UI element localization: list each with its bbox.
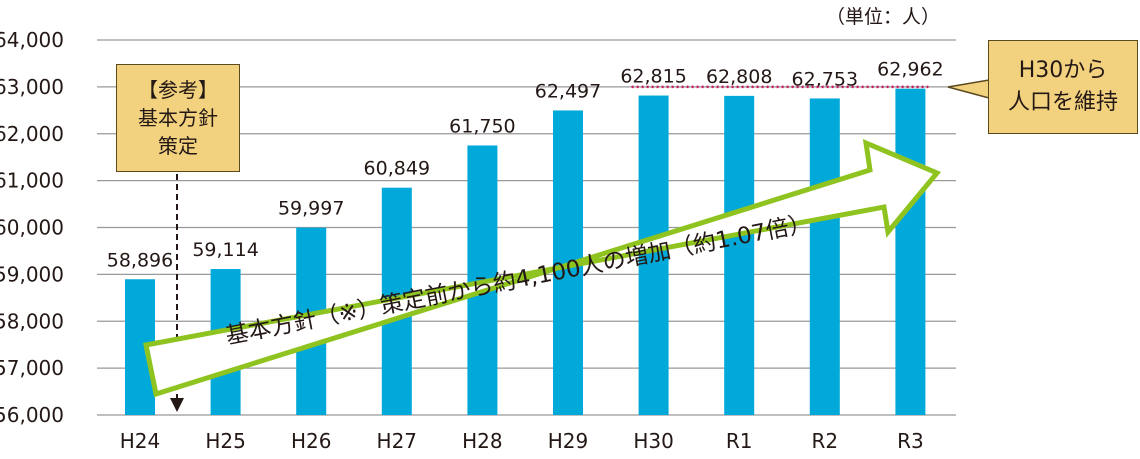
value-label: 58,896 <box>107 249 173 271</box>
value-label: 62,808 <box>706 66 772 88</box>
x-tick-label: H26 <box>291 429 332 453</box>
y-tick-label: 61,000 <box>0 169 64 193</box>
x-tick-label: H28 <box>462 429 503 453</box>
bar <box>724 95 755 415</box>
x-tick-label: R2 <box>811 429 838 453</box>
policy-callout: 【参考】 基本方針 策定 <box>116 64 240 172</box>
y-tick-label: 62,000 <box>0 122 64 146</box>
y-tick-label: 59,000 <box>0 262 64 286</box>
y-axis-tick-labels: 56,000 57,000 58,000 59,000 60,000 61,000 62,0… <box>0 28 64 427</box>
value-label: 62,497 <box>535 80 601 102</box>
x-tick-label: H24 <box>120 429 161 453</box>
x-tick-label: H29 <box>548 429 589 453</box>
bar <box>638 95 669 415</box>
y-tick-label: 63,000 <box>0 75 64 99</box>
y-tick-label: 58,000 <box>0 309 64 333</box>
callout-pointer <box>947 79 990 99</box>
y-tick-label: 64,000 <box>0 28 64 52</box>
x-tick-label: H25 <box>205 429 246 453</box>
x-tick-label: H27 <box>377 429 418 453</box>
value-label: 61,750 <box>449 115 515 137</box>
unit-label: （単位：人） <box>826 6 941 28</box>
y-tick-label: 60,000 <box>0 216 64 240</box>
value-label: 59,997 <box>278 198 344 220</box>
bar <box>809 98 840 415</box>
policy-arrowhead <box>170 398 184 412</box>
x-tick-label: R3 <box>897 429 924 453</box>
value-label: 60,849 <box>364 158 430 180</box>
value-labels: 58,896 59,114 59,997 60,849 61,750 62,497 62,8… <box>107 59 944 272</box>
x-tick-label: R1 <box>726 429 753 453</box>
y-tick-label: 57,000 <box>0 356 64 380</box>
bar <box>895 88 926 415</box>
value-label: 62,753 <box>792 68 858 90</box>
maintain-callout: H30から 人口を維持 <box>988 40 1138 134</box>
x-tick-label: H30 <box>633 429 674 453</box>
increase-arrow <box>143 138 942 398</box>
x-axis-tick-labels: H24 H25 H26 H27 H28 H29 H30 R1 R2 R3 <box>120 429 924 453</box>
value-label: 59,114 <box>192 239 258 261</box>
y-tick-label: 56,000 <box>0 403 64 427</box>
value-label: 62,815 <box>620 66 686 88</box>
value-label: 62,962 <box>877 59 943 81</box>
